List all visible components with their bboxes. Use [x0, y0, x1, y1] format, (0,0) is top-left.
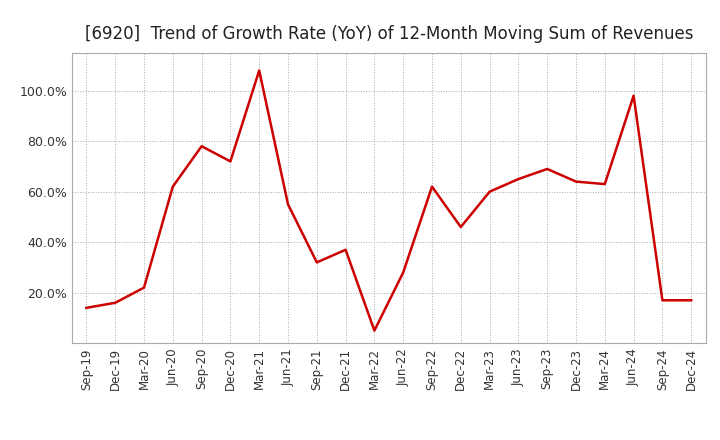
Title: [6920]  Trend of Growth Rate (YoY) of 12-Month Moving Sum of Revenues: [6920] Trend of Growth Rate (YoY) of 12-… [84, 25, 693, 43]
